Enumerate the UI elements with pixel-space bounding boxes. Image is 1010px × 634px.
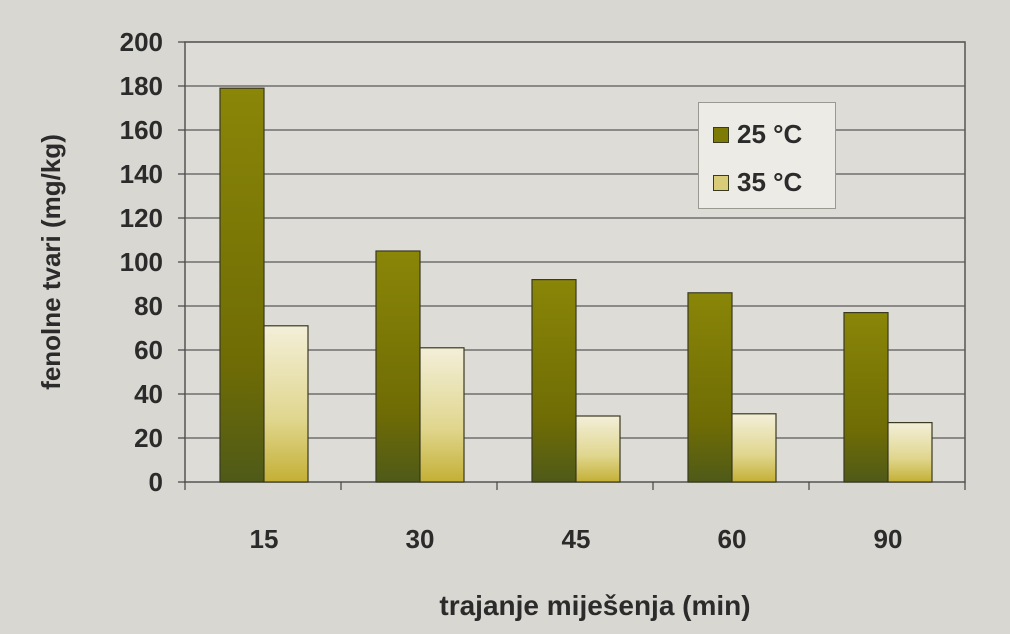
x-tick-label: 45 — [562, 524, 591, 554]
bar-35c-60 — [731, 413, 777, 483]
x-tick-label: 15 — [250, 524, 279, 554]
y-axis-title: fenolne tvari (mg/kg) — [36, 134, 66, 390]
bar-25c-30 — [375, 250, 421, 483]
bar-25c-15 — [219, 87, 265, 483]
legend-label-25c: 25 °C — [737, 119, 803, 149]
y-tick-label: 160 — [120, 115, 163, 145]
y-tick-label: 60 — [134, 335, 163, 365]
legend-swatch-25c — [713, 126, 729, 143]
x-tick-label: 30 — [406, 524, 435, 554]
y-tick-label: 200 — [120, 27, 163, 57]
y-tick-label: 80 — [134, 291, 163, 321]
legend-item-35c: 35 °C — [713, 167, 802, 198]
legend-label-35c: 35 °C — [737, 167, 803, 197]
bar-35c-30 — [419, 347, 465, 483]
bar-25c-45 — [531, 279, 577, 483]
y-tick-label: 140 — [120, 159, 163, 189]
x-tick-label: 60 — [718, 524, 747, 554]
y-tick-label: 20 — [134, 423, 163, 453]
y-tick-label: 40 — [134, 379, 163, 409]
y-tick-label: 120 — [120, 203, 163, 233]
x-axis-title: trajanje miješenja (min) — [439, 590, 751, 621]
legend: 25 °C 35 °C — [698, 102, 836, 209]
bar-35c-45 — [575, 415, 621, 483]
bar-35c-15 — [263, 325, 309, 483]
legend-item-25c: 25 °C — [713, 119, 802, 150]
y-axis-ticks: 0 20 40 60 80 100 120 140 160 180 200 — [120, 27, 185, 497]
x-axis-ticks: 15 30 45 60 90 — [184, 482, 966, 554]
bar-25c-60 — [687, 292, 733, 483]
bar-25c-90 — [843, 312, 889, 483]
bar-35c-90 — [887, 422, 933, 483]
legend-swatch-35c — [713, 174, 729, 191]
y-tick-label: 0 — [149, 467, 163, 497]
bars — [219, 87, 933, 483]
x-tick-label: 90 — [874, 524, 903, 554]
y-tick-label: 100 — [120, 247, 163, 277]
y-tick-label: 180 — [120, 71, 163, 101]
